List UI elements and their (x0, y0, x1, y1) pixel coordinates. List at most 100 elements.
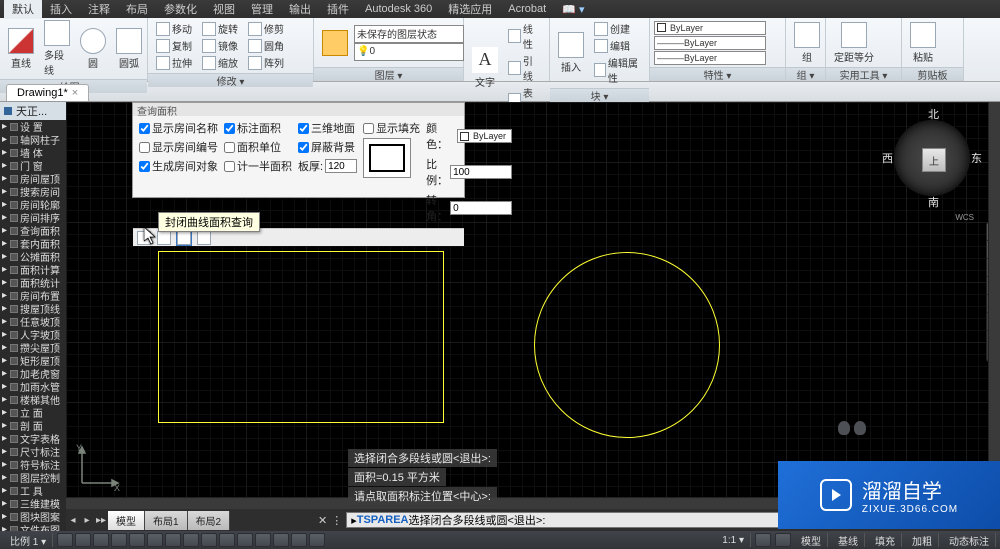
dim-button[interactable]: 线性 (504, 20, 545, 52)
menu-tab[interactable]: 管理 (243, 0, 281, 19)
rectangle-shape[interactable] (158, 251, 444, 423)
layer-state-select[interactable]: 未保存的图层状态 (354, 25, 464, 43)
leader-button[interactable]: 引线 (504, 52, 545, 84)
fillet-button[interactable]: 圆角 (244, 37, 288, 54)
chk-show-fill[interactable]: 显示填充 (363, 120, 420, 136)
tab-nav[interactable]: ◂ (66, 515, 80, 526)
edit-attr[interactable]: 编辑属性 (590, 54, 645, 86)
menu-tab[interactable]: Autodesk 360 (357, 1, 440, 17)
mirror-button[interactable]: 镜像 (198, 37, 242, 54)
tab-nav[interactable]: ▸ (80, 515, 94, 526)
status-toggle[interactable] (237, 533, 253, 547)
layout-tab[interactable]: 布局1 (145, 511, 188, 530)
stretch-button[interactable]: 拉伸 (152, 54, 196, 71)
move-button[interactable]: 移动 (152, 20, 196, 37)
vertical-scrollbar[interactable] (988, 102, 1000, 509)
chk-area-unit[interactable]: 面积单位 (224, 139, 292, 155)
menu-tab[interactable]: 插入 (42, 0, 80, 19)
measure-button[interactable]: 定距等分 (830, 22, 878, 64)
chk-show-num[interactable]: 显示房间编号 (139, 139, 218, 155)
status-toggle[interactable] (183, 533, 199, 547)
status-toggle[interactable] (201, 533, 217, 547)
hatch-preview[interactable] (363, 138, 411, 178)
close-icon[interactable]: × (72, 87, 78, 99)
sidebar-item[interactable]: ▸文件布图 (0, 523, 66, 531)
status-toggle[interactable] (111, 533, 127, 547)
viewcube-face[interactable]: 上 (922, 148, 946, 172)
status-toggle[interactable] (129, 533, 145, 547)
arc-button[interactable]: 圆弧 (112, 28, 146, 70)
circle-shape[interactable] (534, 252, 720, 438)
status-toggle[interactable] (291, 533, 307, 547)
status-toggle[interactable] (165, 533, 181, 547)
line-button[interactable]: 直线 (4, 28, 38, 70)
insert-block-button[interactable]: 插入 (554, 32, 588, 74)
menu-tab[interactable]: 精选应用 (440, 0, 500, 19)
status-btn[interactable]: 基线 (832, 533, 865, 547)
linetype-select[interactable]: ——— ByLayer (654, 36, 766, 50)
array-button[interactable]: 阵列 (244, 54, 288, 71)
status-toggle[interactable] (309, 533, 325, 547)
status-toggle[interactable] (755, 533, 771, 547)
tool-icon[interactable] (197, 231, 211, 245)
status-toggle[interactable] (75, 533, 91, 547)
thickness-field[interactable]: 板厚: (298, 158, 357, 174)
status-btn[interactable]: 动态标注 (943, 533, 996, 547)
chk-half-area[interactable]: 计一半面积 (224, 158, 292, 174)
status-toggle[interactable] (255, 533, 271, 547)
play-icon (820, 479, 852, 511)
angle-input[interactable] (450, 201, 512, 215)
edit-block[interactable]: 编辑 (590, 37, 645, 54)
circle-button[interactable]: 圆 (76, 28, 110, 70)
group-button[interactable]: 组 (790, 22, 824, 64)
status-toggle[interactable] (273, 533, 289, 547)
create-block[interactable]: 创建 (590, 20, 645, 37)
menu-tab[interactable]: 插件 (319, 0, 357, 19)
tool-icon[interactable] (157, 231, 171, 245)
scale-input[interactable] (450, 165, 512, 179)
chk-gen-room[interactable]: 生成房间对象 (139, 158, 218, 174)
paste-button[interactable]: 粘贴 (906, 22, 940, 64)
status-toggle[interactable] (93, 533, 109, 547)
lineweight-select[interactable]: ——— ByLayer (654, 51, 766, 65)
tool-icon[interactable] (177, 231, 191, 245)
menu-tab[interactable]: 输出 (281, 0, 319, 19)
menu-tab[interactable]: 参数化 (156, 0, 205, 19)
scale-button[interactable]: 缩放 (198, 54, 242, 71)
status-toggle[interactable] (147, 533, 163, 547)
polyline-button[interactable]: 多段线 (40, 20, 74, 77)
status-toggle[interactable] (219, 533, 235, 547)
document-tab[interactable]: Drawing1*× (6, 84, 89, 101)
cmd-close-icon[interactable]: ✕ (314, 514, 331, 527)
trim-button[interactable]: 修剪 (244, 20, 288, 37)
status-scale[interactable]: 比例 1 ▾ (4, 533, 53, 547)
status-ratio[interactable]: 1:1 ▾ (716, 533, 751, 547)
status-toggle[interactable] (57, 533, 73, 547)
status-model[interactable]: 模型 (795, 533, 828, 547)
menu-tab[interactable]: 注释 (80, 0, 118, 19)
tab-nav[interactable]: ▸▸ (94, 515, 108, 526)
status-btn[interactable]: 填充 (869, 533, 902, 547)
chk-mark-area[interactable]: 标注面积 (224, 120, 292, 136)
menu-tab[interactable]: 布局 (118, 0, 156, 19)
menu-tab-default[interactable]: 默认 (4, 0, 42, 19)
status-toggle[interactable] (775, 533, 791, 547)
layout-tab-model[interactable]: 模型 (108, 511, 145, 530)
chk-mask-bg[interactable]: 屏蔽背景 (298, 139, 357, 155)
color-select[interactable]: ByLayer (654, 21, 766, 35)
status-btn[interactable]: 加粗 (906, 533, 939, 547)
layer-select[interactable]: 💡 0 (354, 43, 464, 61)
text-button[interactable]: A文字 (468, 47, 502, 89)
layer-props-button[interactable] (318, 30, 352, 56)
menu-tab[interactable]: 视图 (205, 0, 243, 19)
copy-button[interactable]: 复制 (152, 37, 196, 54)
fill-color-select[interactable]: ByLayer (457, 129, 512, 143)
angle-label: 转角： (426, 192, 448, 224)
view-cube[interactable]: 上 北 南 东 西 WCS (882, 108, 982, 208)
menu-tab[interactable]: Acrobat (500, 1, 554, 17)
rotate-button[interactable]: 旋转 (198, 20, 242, 37)
cmd-handle-icon[interactable]: ⋮ (331, 514, 342, 527)
layout-tab[interactable]: 布局2 (188, 511, 231, 530)
chk-3d-ground[interactable]: 三维地面 (298, 120, 357, 136)
chk-show-name[interactable]: 显示房间名称 (139, 120, 218, 136)
